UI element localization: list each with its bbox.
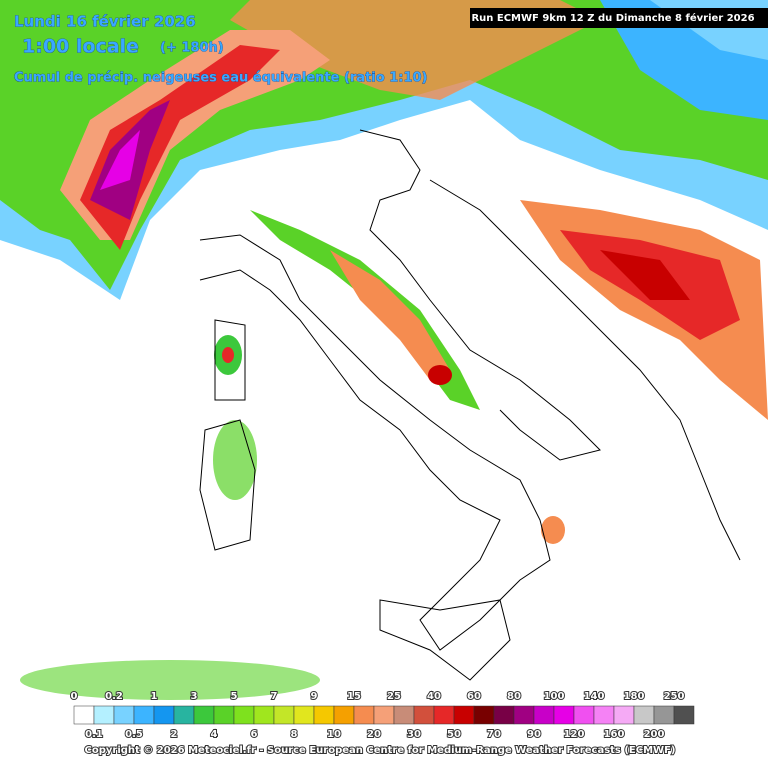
precip-field: [0, 0, 768, 700]
legend-swatch: [573, 705, 595, 725]
legend-label: 10: [327, 729, 341, 740]
run-banner: [470, 8, 768, 28]
legend: 0 0.1 0.2 0.5 1 2 3 4 5 6 7 8 9 10 15 20 25 30 40 50 60 70 80 9…: [70, 690, 695, 741]
legend-swatch: [533, 705, 555, 725]
legend-label: 160: [604, 729, 625, 740]
legend-label: 7: [271, 691, 278, 702]
legend-label: 0.1: [85, 729, 103, 740]
legend-label: 140: [584, 691, 605, 702]
legend-label: 4: [211, 729, 218, 740]
legend-swatch: [273, 705, 295, 725]
legend-label: 3: [191, 691, 198, 702]
coastlines: [199, 129, 741, 681]
legend-swatch: [553, 705, 575, 725]
legend-swatch: [373, 705, 395, 725]
lead-time: (+ 180h): [160, 41, 224, 56]
legend-swatch: [673, 705, 695, 725]
legend-label: 5: [231, 691, 238, 702]
legend-swatch: [473, 705, 495, 725]
legend-label: 80: [507, 691, 521, 702]
legend-swatch: [493, 705, 515, 725]
legend-swatch: [253, 705, 275, 725]
legend-swatch: [213, 705, 235, 725]
legend-label: 100: [544, 691, 565, 702]
legend-swatch: [593, 705, 615, 725]
legend-label: 200: [644, 729, 665, 740]
map-subtitle: Cumul de précip. neigeuses eau équivalen…: [14, 71, 427, 86]
legend-label: 250: [664, 691, 685, 702]
legend-label: 2: [171, 729, 178, 740]
legend-swatch: [193, 705, 215, 725]
legend-label: 15: [347, 691, 361, 702]
legend-label: 120: [564, 729, 585, 740]
legend-swatch: [113, 705, 135, 725]
legend-label: 8: [291, 729, 298, 740]
legend-swatch: [413, 705, 435, 725]
legend-label: 50: [447, 729, 461, 740]
legend-label: 30: [407, 729, 421, 740]
legend-label: 90: [527, 729, 541, 740]
legend-swatch: [133, 705, 155, 725]
legend-swatch: [633, 705, 655, 725]
legend-label: 0: [71, 691, 78, 702]
legend-swatch: [333, 705, 355, 725]
copyright: Copyright © 2026 Meteociel.fr - Source E…: [85, 745, 676, 756]
legend-label: 0.2: [105, 691, 123, 702]
legend-swatch: [513, 705, 535, 725]
run-info: Run ECMWF 9km 12 Z du Dimanche 8 février…: [471, 12, 754, 24]
legend-label: 6: [251, 729, 258, 740]
legend-swatch: [653, 705, 675, 725]
legend-label: 180: [624, 691, 645, 702]
legend-swatch: [173, 705, 195, 725]
legend-label: 9: [311, 691, 318, 702]
legend-swatch: [353, 705, 375, 725]
legend-swatch: [153, 705, 175, 725]
legend-label: 70: [487, 729, 501, 740]
legend-swatch: [453, 705, 475, 725]
legend-swatch: [93, 705, 115, 725]
legend-label: 25: [387, 691, 401, 702]
forecast-date: Lundi 16 février 2026: [14, 13, 196, 31]
forecast-time: 1:00 locale: [22, 36, 139, 58]
legend-label: 40: [427, 691, 441, 702]
legend-swatch: [393, 705, 415, 725]
legend-label: 0.5: [125, 729, 143, 740]
legend-swatch: [293, 705, 315, 725]
legend-swatch: [73, 705, 95, 725]
legend-swatch: [433, 705, 455, 725]
legend-swatch: [613, 705, 635, 725]
legend-label: 1: [151, 691, 158, 702]
legend-label: 20: [367, 729, 381, 740]
legend-swatch: [233, 705, 255, 725]
legend-swatch: [313, 705, 335, 725]
legend-label: 60: [467, 691, 481, 702]
